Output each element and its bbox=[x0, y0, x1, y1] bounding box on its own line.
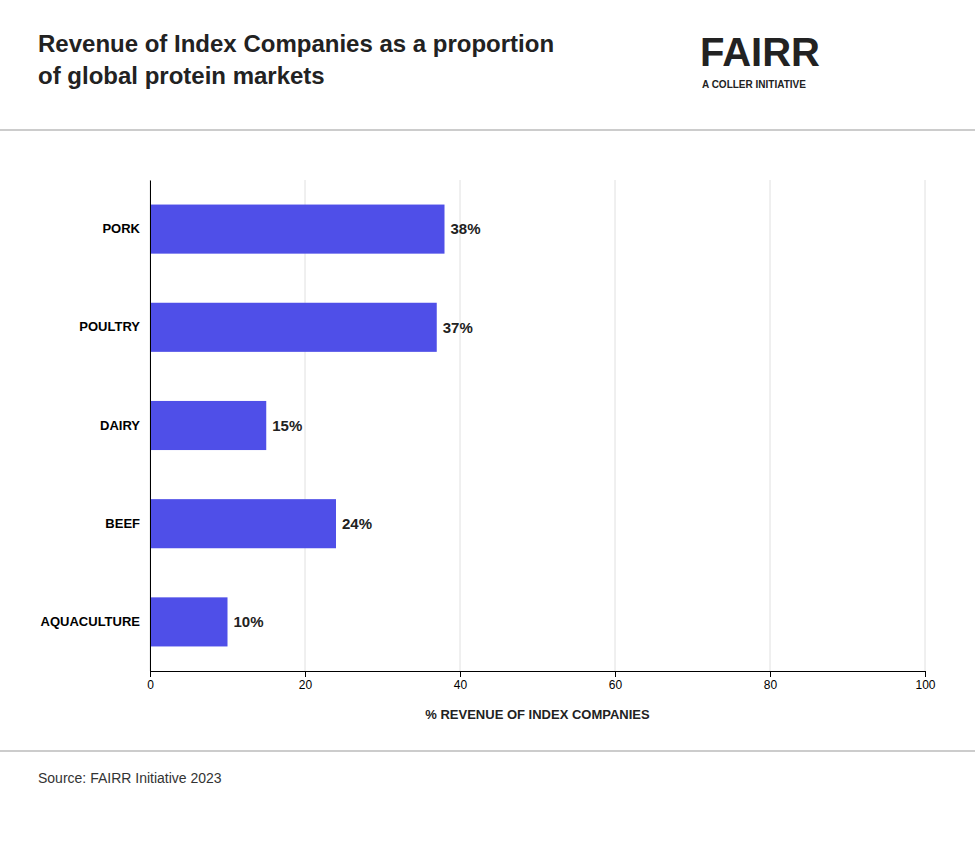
y-tick-label: PORK bbox=[102, 221, 140, 236]
chart: Revenue of Index Companies as a proporti… bbox=[0, 0, 975, 841]
logo: FAIRR bbox=[700, 30, 820, 74]
data-labels: 10% 24% 15% 37% 38% bbox=[234, 220, 481, 630]
data-label: 10% bbox=[234, 613, 264, 630]
bars bbox=[150, 205, 445, 647]
title: of global protein markets bbox=[38, 62, 325, 89]
data-label: 24% bbox=[342, 515, 372, 532]
y-tick: POULTRY bbox=[79, 319, 150, 334]
x-axis: 0 20 40 60 80 100 bbox=[147, 671, 936, 692]
x-tick-label: 40 bbox=[454, 678, 468, 692]
grid-line bbox=[460, 180, 461, 671]
grid-line bbox=[150, 180, 151, 671]
grid-line bbox=[925, 180, 926, 671]
bar bbox=[150, 499, 336, 548]
grid-line bbox=[615, 180, 616, 671]
y-tick: AQUACULTURE bbox=[41, 614, 150, 629]
x-tick-label: 0 bbox=[147, 678, 154, 692]
x-tick-mark bbox=[460, 671, 461, 677]
x-tick-mark bbox=[770, 671, 771, 677]
plot: 10% 24% 15% 37% 38% 0 20 40 60 80 100 AQUACULTURE BE… bbox=[41, 180, 936, 722]
x-tick: 20 bbox=[299, 671, 313, 692]
separator bbox=[0, 129, 975, 131]
x-axis-title: % REVENUE OF INDEX COMPANIES bbox=[425, 707, 650, 722]
data-label: 15% bbox=[272, 417, 302, 434]
bar bbox=[150, 303, 437, 352]
data-label: 37% bbox=[443, 319, 473, 336]
x-tick-label: 80 bbox=[764, 678, 778, 692]
y-tick: DAIRY bbox=[100, 418, 150, 433]
y-axis-line bbox=[150, 181, 151, 672]
grid bbox=[150, 180, 925, 671]
x-tick: 0 bbox=[147, 671, 154, 692]
x-tick-mark bbox=[305, 671, 306, 677]
x-tick-mark bbox=[615, 671, 616, 677]
y-tick-label: POULTRY bbox=[79, 319, 140, 334]
x-tick: 40 bbox=[454, 671, 468, 692]
grid-line bbox=[770, 180, 771, 671]
title: Revenue of Index Companies as a proporti… bbox=[38, 30, 554, 57]
y-axis: AQUACULTURE BEEF DAIRY POULTRY PORK bbox=[41, 181, 151, 672]
logo-subtitle: A COLLER INITIATIVE bbox=[702, 79, 806, 90]
y-tick-label: DAIRY bbox=[100, 418, 140, 433]
x-axis-line bbox=[151, 672, 926, 678]
y-tick: PORK bbox=[102, 221, 150, 236]
x-tick-mark bbox=[150, 671, 151, 677]
bar bbox=[150, 597, 228, 646]
bar bbox=[150, 205, 445, 254]
x-tick-label: 100 bbox=[915, 678, 935, 692]
y-tick-label: AQUACULTURE bbox=[41, 614, 141, 629]
x-tick: 60 bbox=[609, 671, 623, 692]
bar bbox=[150, 401, 266, 450]
x-tick-label: 20 bbox=[299, 678, 313, 692]
x-tick: 80 bbox=[764, 671, 778, 692]
x-tick-label: 60 bbox=[609, 678, 623, 692]
source: Source: FAIRR Initiative 2023 bbox=[38, 770, 222, 786]
x-tick-mark bbox=[925, 671, 926, 677]
separator bbox=[0, 750, 975, 752]
data-label: 38% bbox=[451, 220, 481, 237]
x-tick: 100 bbox=[915, 671, 935, 692]
y-tick: BEEF bbox=[105, 516, 150, 531]
y-tick-label: BEEF bbox=[105, 516, 140, 531]
